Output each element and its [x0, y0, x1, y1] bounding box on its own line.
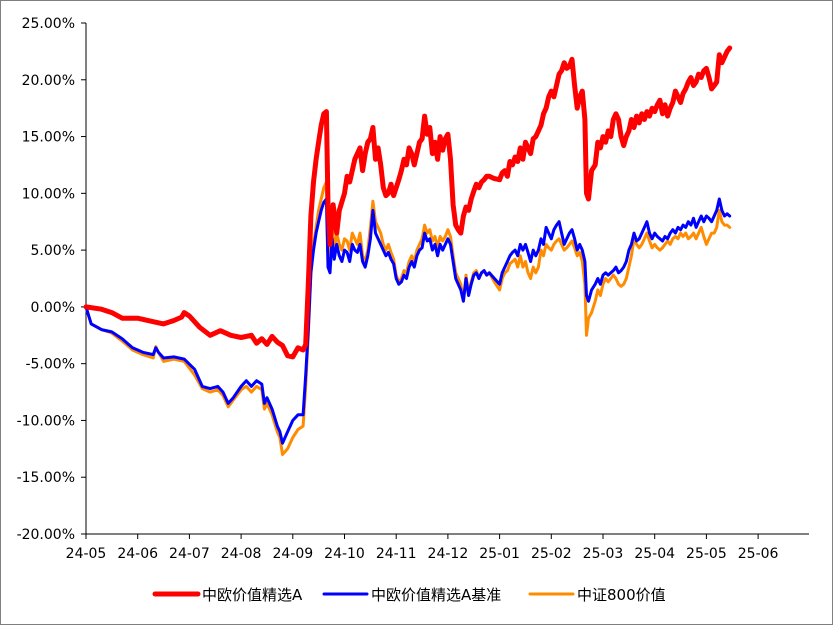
x-tick-label: 25-03 — [583, 546, 624, 562]
legend-label-2: 中证800价值 — [577, 586, 666, 604]
x-tick-label: 24-12 — [428, 546, 469, 562]
legend-label-0: 中欧价值精选A — [202, 586, 303, 604]
x-tick-label: 24-06 — [117, 546, 158, 562]
y-tick-label: 5.00% — [31, 243, 75, 259]
x-tick-label: 25-04 — [634, 546, 675, 562]
x-tick-label: 24-07 — [169, 546, 210, 562]
x-tick-label: 24-11 — [376, 546, 417, 562]
series-layer — [83, 45, 733, 456]
y-tick-label: 10.00% — [22, 186, 75, 202]
x-axis: 24-05 24-06 24-07 24-08 24-09 24-10 24-11 24-12… — [66, 533, 809, 562]
y-tick-label: -10.00% — [17, 413, 75, 429]
x-tick-label: 24-05 — [66, 546, 107, 562]
y-tick-label: -20.00% — [17, 527, 75, 543]
legend: 中欧价值精选A 中欧价值精选A基准 中证800价值 — [152, 586, 666, 604]
y-tick-label: 0.00% — [31, 300, 75, 316]
x-tick-label: 25-05 — [686, 546, 727, 562]
x-tick-label: 24-10 — [324, 546, 365, 562]
x-tick-label: 24-09 — [272, 546, 313, 562]
x-tick-label: 24-08 — [221, 546, 262, 562]
x-tick-label: 25-01 — [479, 546, 520, 562]
y-axis: 25.00% 20.00% 15.00% 10.00% 5.00% 0.00% -5.00%… — [17, 16, 87, 543]
legend-label-1: 中欧价值精选A基准 — [371, 586, 501, 604]
y-tick-label: 25.00% — [22, 16, 75, 32]
y-tick-label: -5.00% — [25, 357, 75, 373]
series-line-1 — [84, 197, 732, 445]
x-tick-label: 25-02 — [531, 546, 572, 562]
y-tick-label: -15.00% — [17, 470, 75, 486]
y-tick-label: 20.00% — [22, 73, 75, 89]
y-tick-label: 15.00% — [22, 130, 75, 146]
x-tick-label: 25-06 — [738, 546, 779, 562]
series-line-0 — [83, 45, 733, 360]
